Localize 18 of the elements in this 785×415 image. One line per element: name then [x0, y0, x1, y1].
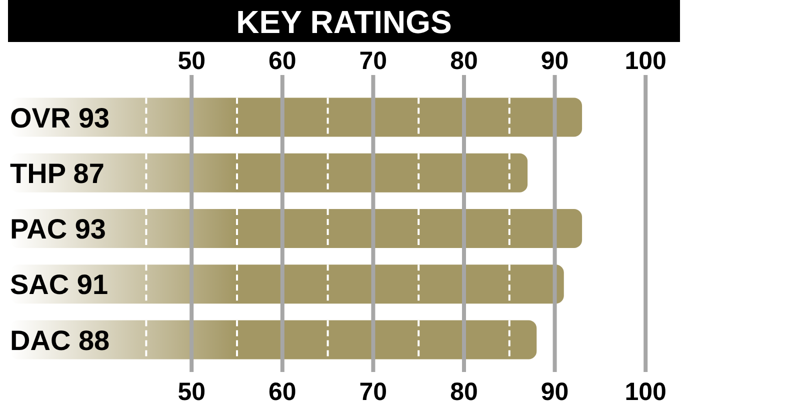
- y-tick-label: THP 87: [10, 158, 104, 189]
- x-tick-label: 50: [178, 378, 206, 406]
- x-tick-label: 60: [268, 378, 296, 406]
- y-tick-label: PAC 93: [10, 214, 106, 244]
- x-tick-label: 100: [624, 378, 666, 406]
- x-tick-label: 80: [450, 378, 478, 406]
- x2-tick-label: 50: [178, 47, 206, 75]
- chart-title: KEY RATINGS: [236, 4, 452, 40]
- y-tick-label: SAC 91: [10, 269, 108, 300]
- x2-tick-label: 80: [450, 47, 478, 75]
- x2-tick-label: 70: [359, 47, 388, 75]
- x2-tick-label: 90: [540, 47, 569, 75]
- x2-tick-label: 60: [268, 47, 296, 75]
- y-tick-label: DAC 88: [10, 324, 110, 356]
- y-tick-label: OVR 93: [10, 102, 110, 134]
- x-tick-label: 70: [359, 378, 388, 406]
- x2-tick-label: 100: [624, 47, 666, 75]
- x-tick-label: 90: [540, 378, 569, 406]
